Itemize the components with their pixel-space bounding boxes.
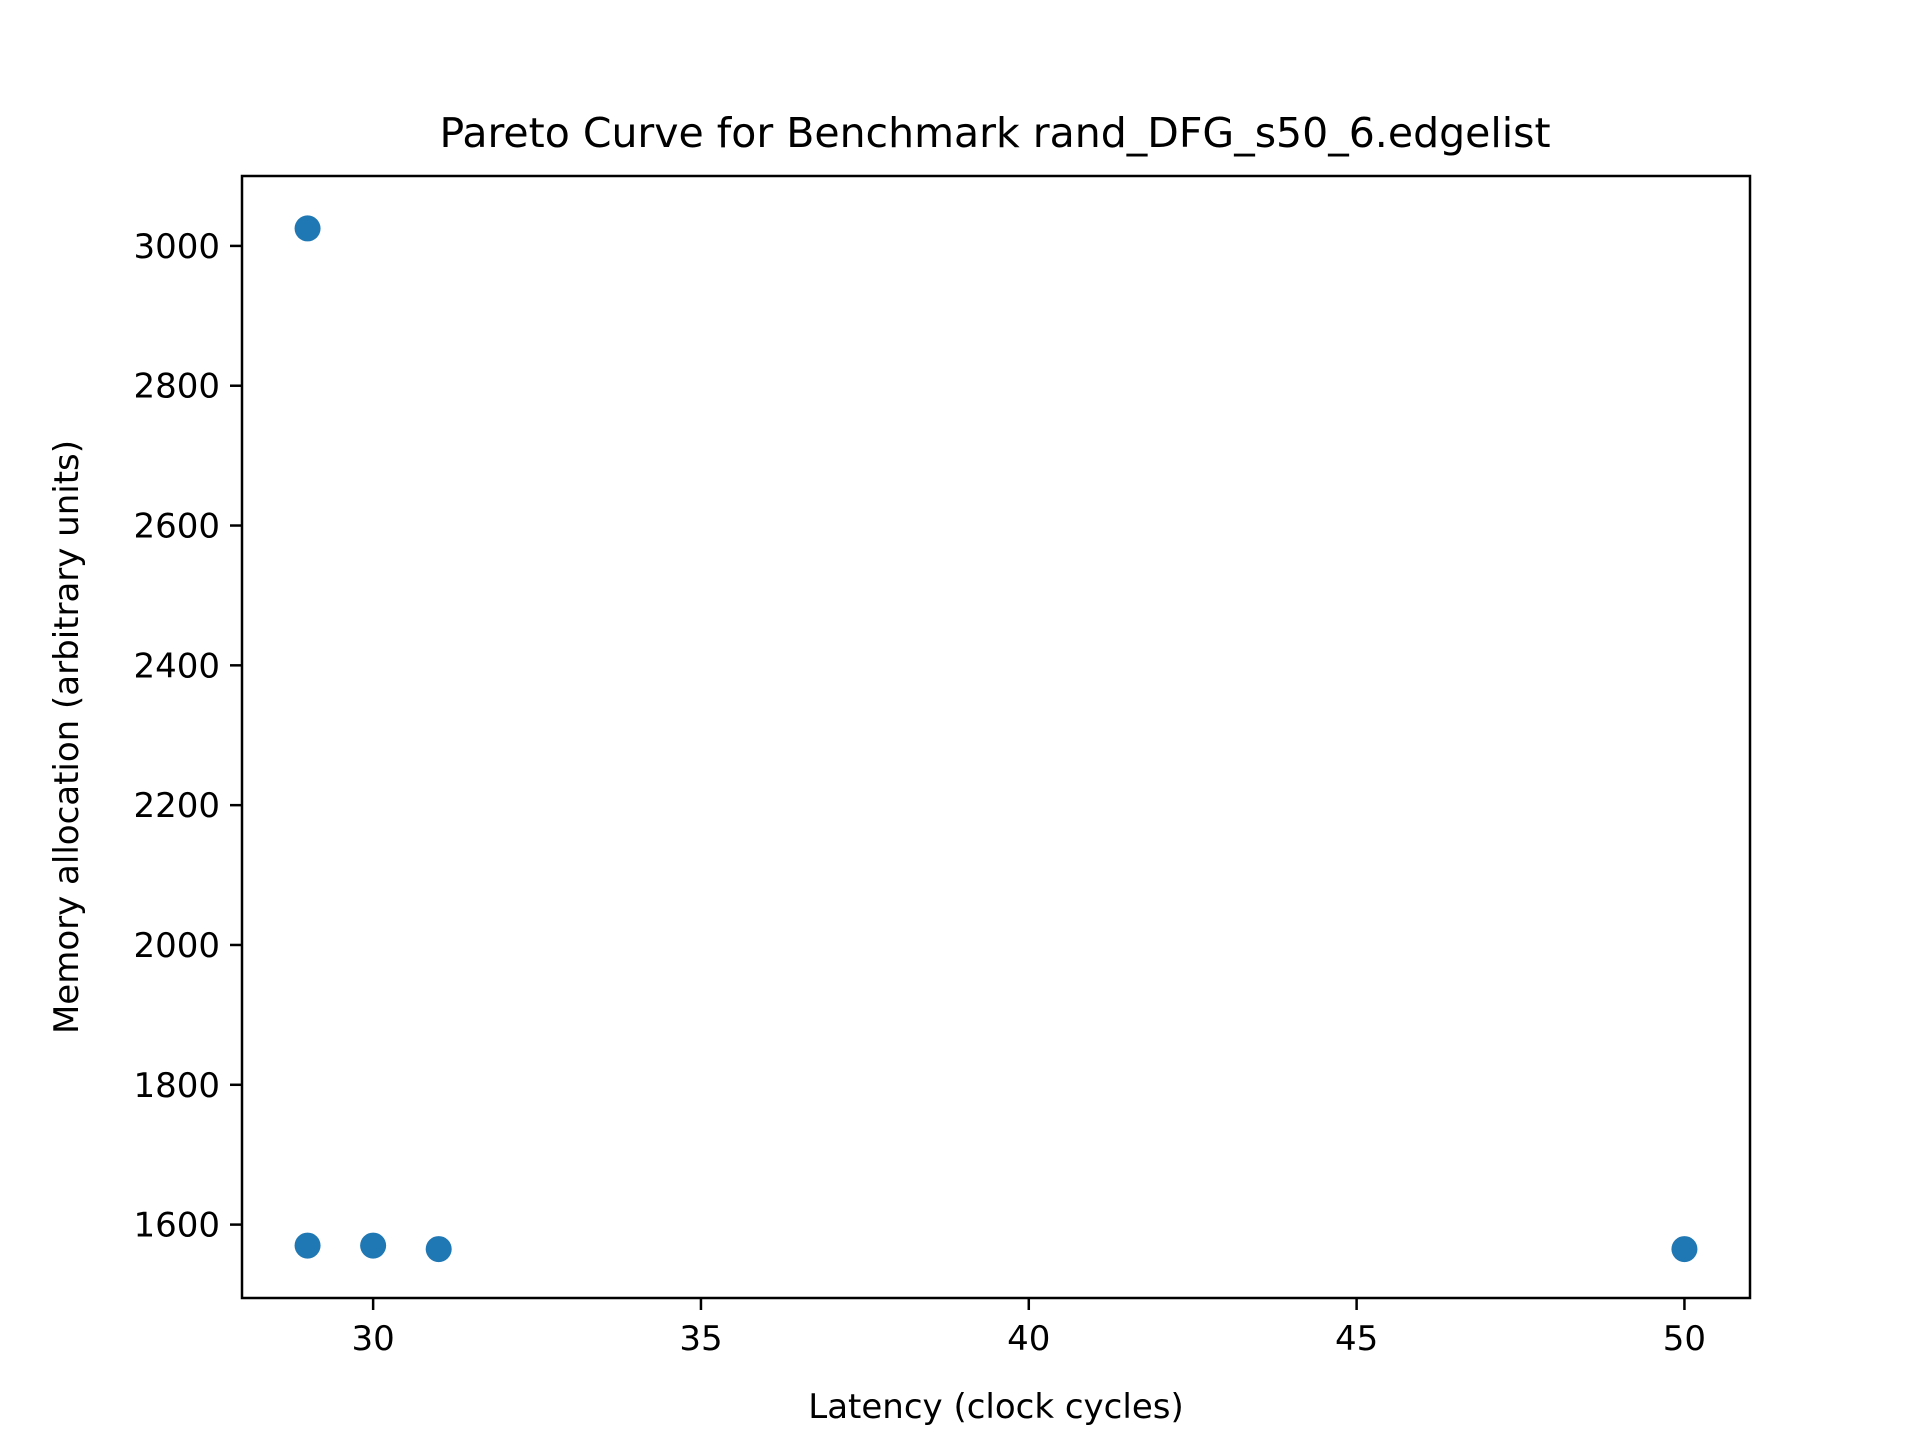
chart-title: Pareto Curve for Benchmark rand_DFG_s50_… xyxy=(439,109,1550,157)
x-axis-label: Latency (clock cycles) xyxy=(808,1387,1183,1427)
y-tick-label: 2400 xyxy=(133,646,220,686)
x-axis-ticks: 30 35 40 45 50 xyxy=(351,1298,1706,1359)
y-tick-label: 1600 xyxy=(133,1206,220,1246)
y-tick-label: 1800 xyxy=(133,1066,220,1106)
x-tick-label: 35 xyxy=(679,1319,722,1359)
y-axis-label: Memory allocation (arbitrary units) xyxy=(47,440,87,1034)
scatter-point xyxy=(1671,1236,1698,1263)
x-tick-label: 40 xyxy=(1007,1319,1050,1359)
y-tick-label: 2200 xyxy=(133,786,220,826)
y-tick-label: 2600 xyxy=(133,507,220,547)
x-tick-label: 30 xyxy=(351,1319,394,1359)
scatter-point xyxy=(294,1232,321,1259)
x-tick-label: 45 xyxy=(1335,1319,1378,1359)
y-tick-label: 2800 xyxy=(133,367,220,407)
scatter-point xyxy=(294,215,321,242)
y-tick-label: 2000 xyxy=(133,926,220,966)
x-tick-label: 50 xyxy=(1663,1319,1706,1359)
scatter-point xyxy=(425,1236,452,1263)
y-axis-ticks: 1600 1800 2000 2200 2400 2600 2800 3000 xyxy=(133,227,242,1246)
data-points xyxy=(294,215,1698,1263)
plot-frame xyxy=(240,174,1752,1300)
scatter-point xyxy=(360,1232,387,1259)
y-tick-label: 3000 xyxy=(133,227,220,267)
